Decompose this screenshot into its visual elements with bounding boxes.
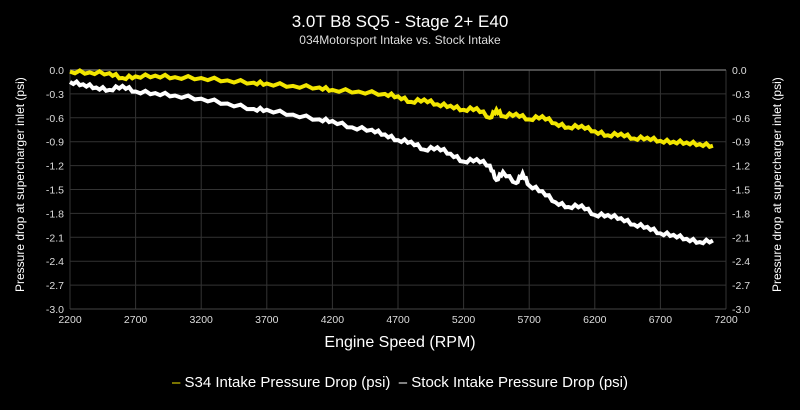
y-tick-label-right: 0.0	[732, 65, 747, 77]
y-tick-label-left: 0.0	[49, 65, 64, 77]
y-tick-label-left: -1.5	[46, 185, 64, 197]
y-tick-label-left: -2.4	[46, 256, 64, 268]
x-tick-label: 5700	[518, 314, 542, 326]
x-tick-label: 4200	[321, 314, 345, 326]
legend-swatch-s34: –	[171, 374, 181, 391]
y-tick-label-left: -1.2	[46, 161, 64, 173]
y-tick-label-right: -2.7	[732, 280, 750, 292]
x-tick-label: 2200	[58, 314, 82, 326]
x-tick-label: 4700	[386, 314, 410, 326]
x-tick-label: 2700	[124, 314, 148, 326]
y-tick-label-left: -3.0	[46, 304, 64, 316]
y-tick-label-left: -0.9	[46, 137, 64, 149]
y-tick-label-right: -0.3	[732, 89, 750, 101]
y-tick-label-left: -0.6	[46, 113, 64, 125]
x-tick-label: 6700	[649, 314, 673, 326]
chart-title: 3.0T B8 SQ5 - Stage 2+ E40	[291, 12, 509, 31]
y-tick-label-right: -2.1	[732, 232, 750, 244]
y-tick-label-left: -1.8	[46, 208, 64, 220]
legend-swatch-stock: –	[398, 374, 408, 391]
legend-label-stock: Stock Intake Pressure Drop (psi)	[411, 374, 629, 391]
y-tick-label-right: -3.0	[732, 304, 750, 316]
y-tick-label-left: -0.3	[46, 89, 64, 101]
legend: – S34 Intake Pressure Drop (psi) – Stock…	[0, 374, 800, 391]
y-tick-label-left: -2.7	[46, 280, 64, 292]
series-line-stock	[68, 78, 714, 246]
x-tick-label: 5200	[452, 314, 476, 326]
y-tick-label-right: -1.8	[732, 208, 750, 220]
y-tick-label-right: -0.6	[732, 113, 750, 125]
y-tick-label-right: -1.2	[732, 161, 750, 173]
y-tick-label-right: -0.9	[732, 137, 750, 149]
x-tick-label: 3700	[255, 314, 279, 326]
y-tick-label-left: -2.1	[46, 232, 64, 244]
x-tick-label: 6200	[583, 314, 607, 326]
x-axis-label: Engine Speed (RPM)	[324, 334, 476, 351]
legend-label-s34: S34 Intake Pressure Drop (psi)	[184, 374, 391, 391]
x-tick-label: 7200	[714, 314, 738, 326]
y-tick-label-right: -2.4	[732, 256, 750, 268]
x-tick-label: 3200	[190, 314, 214, 326]
chart-subtitle: 034Motorsport Intake vs. Stock Intake	[299, 33, 501, 47]
y-tick-label-right: -1.5	[732, 185, 750, 197]
series-line-s34	[69, 68, 714, 150]
